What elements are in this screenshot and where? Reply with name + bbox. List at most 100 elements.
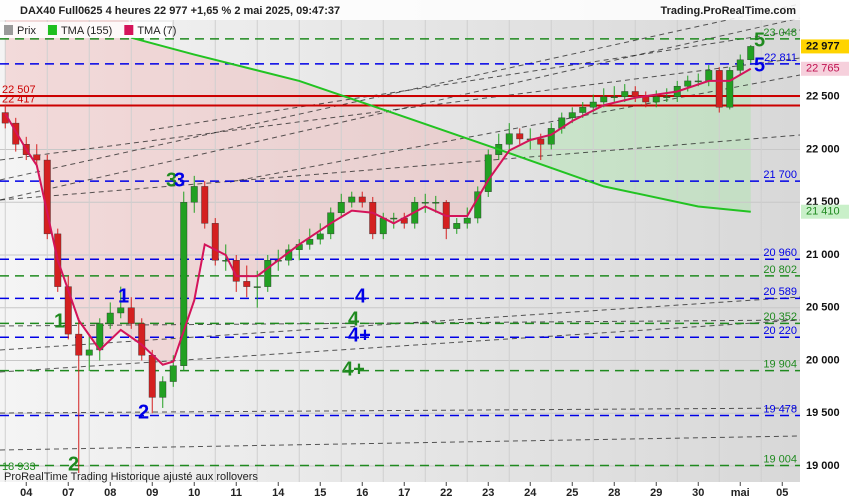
ma-tag: 22 765 xyxy=(806,63,840,75)
candle-body xyxy=(253,286,261,288)
candle-body xyxy=(390,217,398,220)
candle-body xyxy=(579,107,587,113)
candle-body xyxy=(211,223,219,261)
axis-bg xyxy=(800,0,850,500)
ma-tag-bg xyxy=(801,204,849,219)
candle-body xyxy=(348,196,356,203)
footer: ProRealTime Trading Historique ajusté au… xyxy=(4,471,258,483)
x-tick-label: 17 xyxy=(398,487,410,499)
x-tick-label: 07 xyxy=(62,487,74,499)
x-tick-label: 29 xyxy=(650,487,662,499)
candle-body xyxy=(621,91,629,97)
wave-label: 2 xyxy=(138,401,149,423)
candle-body xyxy=(684,80,692,87)
level-label: 22 811 xyxy=(764,52,797,64)
candle-body xyxy=(243,281,251,287)
y-tick-label: 19 500 xyxy=(806,407,840,419)
x-tick-label: 30 xyxy=(692,487,704,499)
wave-label: 1 xyxy=(54,310,65,332)
candle-body xyxy=(358,196,366,203)
y-tick-label: 19 000 xyxy=(806,460,840,472)
level-label: 21 700 xyxy=(763,169,797,181)
x-axis-bar xyxy=(0,484,800,500)
plot-bg xyxy=(0,0,800,482)
x-tick-label: 09 xyxy=(146,487,158,499)
wave-label: 2 xyxy=(68,453,79,475)
candle-body xyxy=(117,307,125,314)
level-label: 19 478 xyxy=(763,403,797,415)
wave-label: 5 xyxy=(754,54,765,76)
wave-label: 1 xyxy=(118,285,129,307)
x-tick-label: 14 xyxy=(272,487,285,499)
x-tick-label: 25 xyxy=(566,487,578,499)
candle-body xyxy=(652,96,660,103)
price-tag: 22 977 xyxy=(806,40,840,52)
candle-body xyxy=(505,133,513,145)
x-tick-label: 05 xyxy=(776,487,788,499)
legend-label: Prix xyxy=(17,25,36,37)
candle-body xyxy=(148,354,156,398)
wave-label: 4+ xyxy=(348,324,371,346)
candle-body xyxy=(201,186,209,224)
candle-body xyxy=(306,238,314,245)
level-label: 20 352 xyxy=(763,311,797,323)
wave-label: 3 xyxy=(174,169,185,191)
x-tick-label: 11 xyxy=(230,487,242,499)
chart-title: DAX40 Full0625 4 heures 22 977 +1,65 % 2… xyxy=(20,5,340,17)
candle-body xyxy=(726,70,734,108)
legend-swatch xyxy=(124,25,134,35)
trend-lines xyxy=(0,3,801,451)
candle-body xyxy=(190,186,198,203)
candle-body xyxy=(663,96,671,98)
candle-body xyxy=(316,233,324,240)
candle-body xyxy=(705,70,713,82)
price-tag-bg xyxy=(801,39,849,54)
candle-body xyxy=(537,138,545,145)
candle-body xyxy=(715,70,723,108)
ma-tag: 21 410 xyxy=(806,206,840,218)
x-tick-label: mai xyxy=(731,487,750,499)
candle-body xyxy=(379,217,387,235)
wave-label: 3 xyxy=(166,169,177,191)
candle-body xyxy=(484,154,492,192)
candle-body xyxy=(159,381,167,398)
candle-body xyxy=(337,202,345,213)
level-label: 22 507 xyxy=(2,84,36,96)
candle-body xyxy=(264,260,272,287)
level-label: 19 004 xyxy=(763,453,797,465)
candle-body xyxy=(432,202,440,204)
site: Trading.ProRealTime.com xyxy=(660,5,796,17)
candle-body xyxy=(369,202,377,235)
candle-body xyxy=(106,312,114,324)
candle-body xyxy=(610,96,618,98)
x-tick-label: 23 xyxy=(482,487,494,499)
x-tick-label: 24 xyxy=(524,487,537,499)
candle-body xyxy=(85,349,93,356)
ma-tag-bg xyxy=(801,61,849,76)
candle-body xyxy=(453,223,461,229)
candle-body xyxy=(600,96,608,103)
candle-body xyxy=(568,112,576,119)
ma-line xyxy=(4,67,752,366)
legend-label: TMA (7) xyxy=(137,25,176,37)
candle-body xyxy=(138,323,146,356)
wave-label: 4+ xyxy=(342,358,365,380)
wave-label: 4 xyxy=(348,308,360,330)
x-tick-label: 15 xyxy=(314,487,326,499)
candle-body xyxy=(589,101,597,108)
candle-body xyxy=(64,286,72,335)
candle-body xyxy=(421,202,429,204)
x-tick-label: 28 xyxy=(608,487,620,499)
candle-body xyxy=(127,307,135,324)
candle-body xyxy=(169,365,177,382)
ma-line xyxy=(130,36,751,213)
candle-body xyxy=(516,133,524,140)
x-tick-label: 10 xyxy=(188,487,200,499)
legend-swatch xyxy=(47,25,57,35)
level-label: 20 960 xyxy=(763,247,797,259)
level-label: 18 933 xyxy=(2,461,36,473)
candle-body xyxy=(694,80,702,83)
y-tick-label: 21 000 xyxy=(806,249,840,261)
y-tick-label: 20 500 xyxy=(806,302,840,314)
